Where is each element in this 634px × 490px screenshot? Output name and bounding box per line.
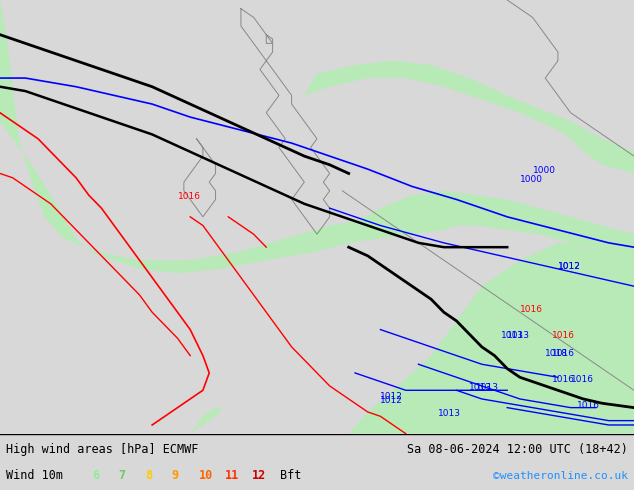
Text: 10: 10	[198, 469, 212, 483]
Text: 1012: 1012	[380, 392, 403, 401]
Text: 8: 8	[145, 469, 152, 483]
Text: 1000: 1000	[520, 175, 543, 184]
Text: 1016: 1016	[571, 375, 593, 384]
Text: Wind 10m: Wind 10m	[6, 469, 63, 483]
Text: 1013: 1013	[437, 409, 460, 418]
Text: 1012: 1012	[558, 262, 581, 271]
Polygon shape	[349, 191, 634, 260]
Text: 12: 12	[252, 469, 266, 483]
Text: 1016: 1016	[577, 401, 600, 410]
Text: 1016: 1016	[178, 193, 200, 201]
Polygon shape	[190, 408, 222, 434]
Text: 1013: 1013	[469, 383, 492, 392]
Text: 1016: 1016	[552, 331, 574, 340]
Text: 9: 9	[172, 469, 179, 483]
Text: 11: 11	[225, 469, 239, 483]
Text: ©weatheronline.co.uk: ©weatheronline.co.uk	[493, 471, 628, 481]
Polygon shape	[304, 61, 634, 173]
Text: 1012: 1012	[558, 262, 581, 271]
Text: 1016: 1016	[520, 305, 543, 314]
Text: 1016: 1016	[552, 348, 574, 358]
Text: 1000: 1000	[533, 167, 555, 175]
Text: 7: 7	[119, 469, 126, 483]
Text: Bft: Bft	[280, 469, 301, 483]
Polygon shape	[0, 0, 507, 273]
Text: 1018: 1018	[545, 348, 568, 358]
Text: 1012: 1012	[380, 396, 403, 405]
Text: 1013: 1013	[476, 383, 498, 392]
Text: 1013: 1013	[507, 331, 530, 340]
Text: High wind areas [hPa] ECMWF: High wind areas [hPa] ECMWF	[6, 443, 198, 456]
Text: 1016: 1016	[552, 375, 574, 384]
Polygon shape	[349, 243, 634, 434]
Text: 1013: 1013	[501, 331, 524, 340]
Text: Sa 08-06-2024 12:00 UTC (18+42): Sa 08-06-2024 12:00 UTC (18+42)	[407, 443, 628, 456]
Text: 6: 6	[92, 469, 99, 483]
